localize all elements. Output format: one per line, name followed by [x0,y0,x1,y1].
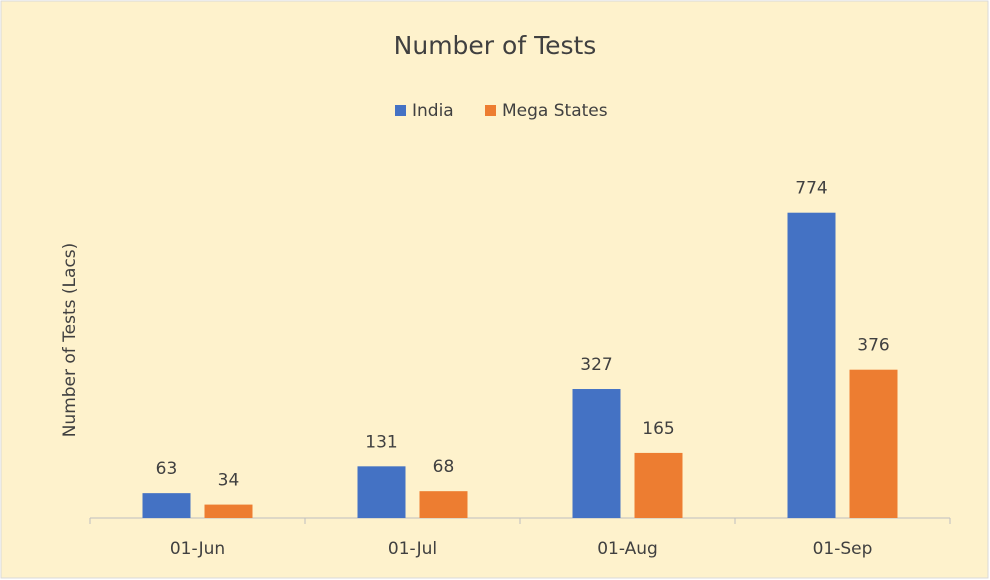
data-label: 131 [365,432,397,452]
x-tick-label: 01-Jun [170,539,225,559]
data-label: 774 [795,179,827,199]
legend-label: Mega States [502,101,608,121]
bar [787,212,836,518]
x-tick-label: 01-Aug [597,539,658,559]
bar [204,504,253,518]
data-label: 165 [642,419,674,439]
data-label: 376 [857,336,889,356]
bar [849,369,898,518]
bar [142,493,191,518]
bar [419,491,468,518]
legend-swatch [485,105,496,116]
bar [357,466,406,518]
legend-label: India [412,101,454,121]
data-label: 34 [218,471,240,491]
data-label: 68 [433,457,455,477]
y-axis-label: Number of Tests (Lacs) [60,243,80,438]
data-label: 63 [156,459,178,479]
bar [634,452,683,518]
legend-swatch [395,105,406,116]
x-tick-label: 01-Sep [813,539,873,559]
chart-title: Number of Tests [394,31,597,60]
bar [572,389,621,518]
x-tick-label: 01-Jul [388,539,437,559]
data-label: 327 [580,355,612,375]
